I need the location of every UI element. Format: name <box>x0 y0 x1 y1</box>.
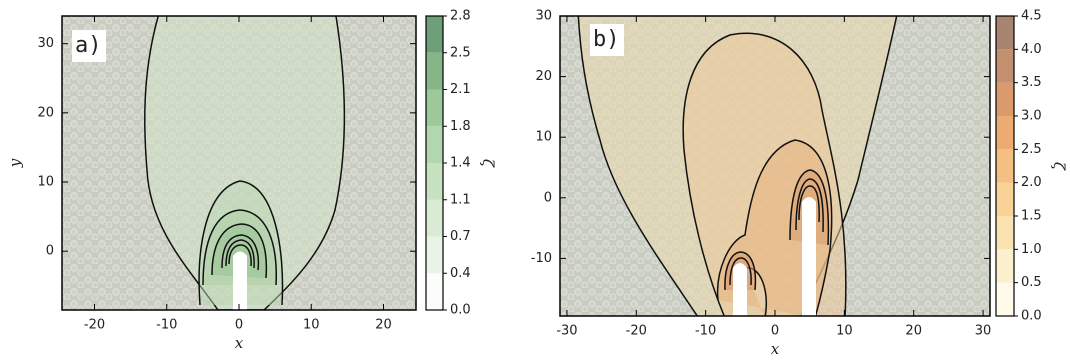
panel-label: b) <box>593 27 620 52</box>
colorbar-band <box>996 149 1014 183</box>
x-tick-label: 0 <box>235 318 243 333</box>
contour-line <box>144 16 346 310</box>
contour-line <box>798 185 820 223</box>
x-tick-label: 10 <box>836 324 853 339</box>
colorbar-band <box>996 49 1014 83</box>
colorbar-tick-label: 1.5 <box>1021 209 1042 224</box>
colorbar-label: ζ <box>1050 162 1068 171</box>
y-tick-label: 30 <box>535 9 552 24</box>
colorbar-band <box>996 282 1014 316</box>
contour-line <box>228 244 252 267</box>
panel-label-box <box>72 30 106 62</box>
colorbar-tick-label: 4.0 <box>1021 42 1042 57</box>
x-tick-label: -10 <box>156 318 177 333</box>
colorbar-band <box>426 89 443 127</box>
y-axis-label: y <box>6 158 24 168</box>
colorbar-band <box>426 236 443 274</box>
colorbar-band <box>426 52 443 90</box>
colorbar-tick-label: 2.8 <box>450 9 471 24</box>
colorbar-band <box>996 182 1014 216</box>
x-tick-label: -20 <box>626 324 647 339</box>
colorbar-tick-label: 2.5 <box>450 45 471 60</box>
x-axis-label: x <box>771 340 780 358</box>
colorbar-band <box>426 199 443 237</box>
contour-line <box>225 239 255 269</box>
colorbar-frame <box>995 15 1015 317</box>
y-tick-label: -10 <box>531 251 552 266</box>
colorbar-band <box>426 273 443 310</box>
field <box>560 16 990 316</box>
x-tick-label: -20 <box>84 318 105 333</box>
x-tick-label: 10 <box>303 318 320 333</box>
colorbar-tick-label: 0.0 <box>1021 309 1042 324</box>
colorbar-band <box>426 126 443 163</box>
y-tick-label: 0 <box>544 190 552 205</box>
colorbar-band <box>996 116 1014 150</box>
y-tick-label: 0 <box>46 244 54 259</box>
y-tick-label: 10 <box>37 175 54 190</box>
colorbar-tick-label: 1.0 <box>1021 242 1042 257</box>
colorbar-tick-label: 2.0 <box>1021 175 1042 190</box>
colorbar-tick-label: 3.5 <box>1021 75 1042 90</box>
x-tick-label: 30 <box>975 324 992 339</box>
needle <box>233 251 247 310</box>
colorbar-tick-label: 2.5 <box>1021 142 1042 157</box>
colorbar-tick-label: 0.0 <box>450 303 471 318</box>
colorbar-band <box>426 163 443 200</box>
panel-label: a) <box>75 33 102 58</box>
colorbar-tick-label: 1.1 <box>450 192 471 207</box>
y-tick-label: 10 <box>535 130 552 145</box>
needle <box>802 197 816 316</box>
contour-line <box>729 257 752 286</box>
field <box>62 16 416 310</box>
colorbar-tick-label: 0.4 <box>450 266 471 281</box>
x-axis-label: x <box>235 334 244 352</box>
colorbar-tick-label: 0.5 <box>1021 275 1042 290</box>
colorbar-tick-label: 0.7 <box>450 229 471 244</box>
colorbar-label: ζ <box>479 159 497 168</box>
x-tick-label: 0 <box>771 324 779 339</box>
colorbar-tick-label: 1.8 <box>450 119 471 134</box>
y-tick-label: 20 <box>37 105 54 120</box>
panel-label-box <box>590 24 624 56</box>
x-tick-label: 20 <box>375 318 392 333</box>
panel-b: b) -30 -20 -10 0 10 20 30 -10 0 10 20 30 x 0.0 0.5 1.0 1… <box>531 9 1068 359</box>
x-tick-label: -10 <box>695 324 716 339</box>
colorbar-band <box>996 216 1014 250</box>
x-tick-label: -30 <box>556 324 577 339</box>
y-tick-label: 20 <box>535 69 552 84</box>
colorbar-band <box>426 16 443 53</box>
colorbar-tick-label: 4.5 <box>1021 9 1042 24</box>
colorbar-tick-label: 2.1 <box>450 82 471 97</box>
colorbar-band <box>996 82 1014 116</box>
colorbar-tick-label: 3.0 <box>1021 109 1042 124</box>
contour-line <box>795 178 824 233</box>
contour-line <box>221 234 260 271</box>
needle <box>733 263 747 316</box>
colorbar-tick-label: 1.4 <box>450 156 471 171</box>
colorbar-band <box>996 249 1014 283</box>
colorbar-band <box>996 16 1014 50</box>
y-tick-label: 30 <box>37 36 54 51</box>
panel-a: a) -20 -10 0 10 20 0 10 20 30 x y 0.0 0.4 0.7 1.1 1.4 1.… <box>6 9 497 353</box>
x-tick-label: 20 <box>905 324 922 339</box>
